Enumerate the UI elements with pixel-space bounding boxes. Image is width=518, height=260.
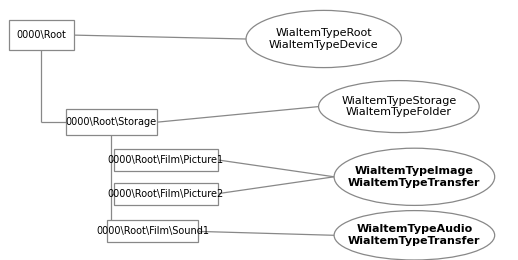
Ellipse shape xyxy=(334,148,495,205)
Text: 0000\Root\Film\Sound1: 0000\Root\Film\Sound1 xyxy=(96,226,209,236)
Text: WialtemTypeAudio
WialtemTypeTransfer: WialtemTypeAudio WialtemTypeTransfer xyxy=(348,224,481,246)
Text: 0000\Root\Storage: 0000\Root\Storage xyxy=(66,117,157,127)
Text: WialtemTypeRoot
WialtemTypeDevice: WialtemTypeRoot WialtemTypeDevice xyxy=(269,28,379,50)
FancyBboxPatch shape xyxy=(108,220,198,242)
Text: 0000\Root: 0000\Root xyxy=(17,30,66,40)
FancyBboxPatch shape xyxy=(114,183,218,205)
Text: 0000\Root\Film\Picture2: 0000\Root\Film\Picture2 xyxy=(108,189,224,199)
Ellipse shape xyxy=(334,211,495,260)
Ellipse shape xyxy=(246,10,401,68)
Text: WialtemTypeImage
WialtemTypeTransfer: WialtemTypeImage WialtemTypeTransfer xyxy=(348,166,481,188)
FancyBboxPatch shape xyxy=(9,20,74,50)
Text: WialtemTypeStorage
WialtemTypeFolder: WialtemTypeStorage WialtemTypeFolder xyxy=(341,96,456,118)
Ellipse shape xyxy=(319,81,479,133)
Text: 0000\Root\Film\Picture1: 0000\Root\Film\Picture1 xyxy=(108,155,224,165)
FancyBboxPatch shape xyxy=(114,149,218,171)
FancyBboxPatch shape xyxy=(66,109,156,135)
